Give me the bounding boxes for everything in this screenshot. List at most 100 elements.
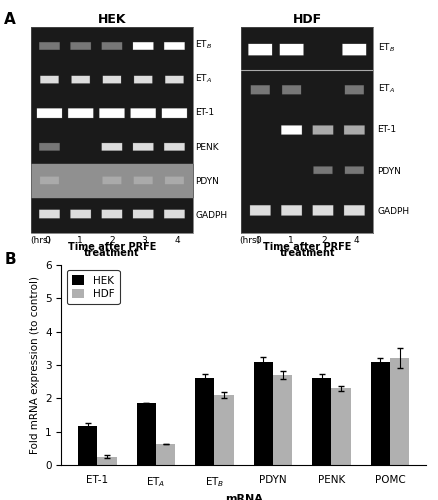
- Text: 0: 0: [254, 236, 260, 245]
- FancyBboxPatch shape: [71, 210, 91, 218]
- Bar: [370, 362, 389, 465]
- Text: 4: 4: [353, 236, 359, 245]
- FancyBboxPatch shape: [281, 206, 301, 216]
- FancyBboxPatch shape: [133, 143, 153, 150]
- FancyBboxPatch shape: [133, 176, 152, 184]
- FancyBboxPatch shape: [312, 205, 333, 216]
- FancyBboxPatch shape: [313, 166, 332, 174]
- FancyBboxPatch shape: [39, 210, 60, 218]
- Text: PDYN: PDYN: [195, 176, 219, 186]
- Title: HEK: HEK: [98, 14, 126, 26]
- FancyBboxPatch shape: [70, 210, 91, 218]
- Bar: [97, 456, 117, 465]
- FancyBboxPatch shape: [101, 42, 122, 50]
- Text: 4: 4: [174, 236, 179, 245]
- FancyBboxPatch shape: [248, 44, 272, 55]
- FancyBboxPatch shape: [102, 176, 121, 184]
- Text: 1: 1: [287, 236, 293, 245]
- Y-axis label: Fold mRNA expression (to control): Fold mRNA expression (to control): [29, 276, 39, 454]
- Text: (hrs): (hrs): [31, 236, 52, 245]
- FancyBboxPatch shape: [39, 143, 60, 150]
- FancyBboxPatch shape: [312, 125, 333, 135]
- FancyBboxPatch shape: [102, 176, 121, 184]
- FancyBboxPatch shape: [133, 42, 153, 50]
- FancyBboxPatch shape: [344, 85, 363, 94]
- FancyBboxPatch shape: [132, 143, 153, 151]
- FancyBboxPatch shape: [343, 125, 364, 135]
- FancyBboxPatch shape: [132, 42, 153, 50]
- FancyBboxPatch shape: [280, 205, 301, 216]
- Bar: [194, 378, 214, 465]
- FancyBboxPatch shape: [344, 166, 363, 174]
- Text: Time after PRFE: Time after PRFE: [262, 242, 351, 252]
- FancyBboxPatch shape: [165, 76, 184, 84]
- Bar: [311, 378, 331, 465]
- X-axis label: mRNA: mRNA: [224, 494, 262, 500]
- FancyBboxPatch shape: [344, 166, 363, 174]
- FancyBboxPatch shape: [39, 42, 60, 50]
- FancyBboxPatch shape: [37, 108, 62, 118]
- Legend: HEK, HDF: HEK, HDF: [67, 270, 119, 304]
- FancyBboxPatch shape: [164, 210, 184, 218]
- Bar: [389, 358, 408, 465]
- FancyBboxPatch shape: [70, 42, 91, 50]
- Text: ET-1: ET-1: [377, 126, 396, 134]
- Title: HDF: HDF: [292, 14, 321, 26]
- FancyBboxPatch shape: [313, 166, 332, 174]
- FancyBboxPatch shape: [102, 42, 122, 50]
- Text: A: A: [4, 12, 16, 28]
- Bar: [331, 388, 350, 465]
- FancyBboxPatch shape: [134, 176, 152, 184]
- FancyBboxPatch shape: [249, 205, 270, 216]
- Text: Time after PRFE: Time after PRFE: [67, 242, 156, 252]
- FancyBboxPatch shape: [99, 108, 124, 118]
- FancyBboxPatch shape: [134, 76, 152, 84]
- FancyBboxPatch shape: [164, 42, 184, 50]
- Text: PENK: PENK: [195, 142, 219, 152]
- FancyBboxPatch shape: [71, 76, 89, 84]
- Text: ET$_A$: ET$_A$: [195, 72, 212, 85]
- Text: GADPH: GADPH: [377, 208, 409, 216]
- Bar: [155, 444, 175, 465]
- FancyBboxPatch shape: [165, 76, 183, 84]
- Text: 1: 1: [76, 236, 82, 245]
- FancyBboxPatch shape: [250, 85, 269, 94]
- Bar: [214, 395, 233, 465]
- Text: ET$_B$: ET$_B$: [377, 42, 394, 54]
- FancyBboxPatch shape: [102, 143, 122, 150]
- FancyBboxPatch shape: [164, 176, 184, 184]
- FancyBboxPatch shape: [281, 85, 300, 94]
- FancyBboxPatch shape: [101, 210, 122, 218]
- FancyBboxPatch shape: [39, 210, 60, 218]
- FancyBboxPatch shape: [71, 76, 90, 84]
- FancyBboxPatch shape: [133, 210, 153, 218]
- FancyBboxPatch shape: [342, 44, 365, 55]
- FancyBboxPatch shape: [40, 76, 59, 84]
- Text: treatment: treatment: [84, 248, 139, 258]
- Text: ET-1: ET-1: [195, 108, 214, 118]
- Text: ET$_A$: ET$_A$: [377, 82, 394, 95]
- FancyBboxPatch shape: [280, 125, 301, 135]
- FancyBboxPatch shape: [279, 44, 303, 55]
- FancyBboxPatch shape: [68, 108, 93, 118]
- FancyBboxPatch shape: [343, 205, 364, 216]
- Text: 2: 2: [320, 236, 326, 245]
- FancyBboxPatch shape: [39, 42, 60, 50]
- FancyBboxPatch shape: [39, 143, 60, 151]
- FancyBboxPatch shape: [161, 108, 187, 118]
- FancyBboxPatch shape: [40, 176, 59, 184]
- Bar: [253, 362, 272, 465]
- FancyBboxPatch shape: [130, 108, 155, 118]
- FancyBboxPatch shape: [40, 176, 59, 184]
- Text: B: B: [4, 252, 16, 268]
- Text: (hrs): (hrs): [239, 236, 260, 245]
- FancyBboxPatch shape: [282, 86, 300, 94]
- Text: PDYN: PDYN: [377, 166, 400, 175]
- FancyBboxPatch shape: [99, 108, 124, 118]
- FancyBboxPatch shape: [162, 108, 187, 118]
- Text: treatment: treatment: [279, 248, 334, 258]
- FancyBboxPatch shape: [343, 126, 364, 134]
- FancyBboxPatch shape: [102, 76, 121, 84]
- FancyBboxPatch shape: [250, 86, 269, 94]
- FancyBboxPatch shape: [164, 143, 184, 150]
